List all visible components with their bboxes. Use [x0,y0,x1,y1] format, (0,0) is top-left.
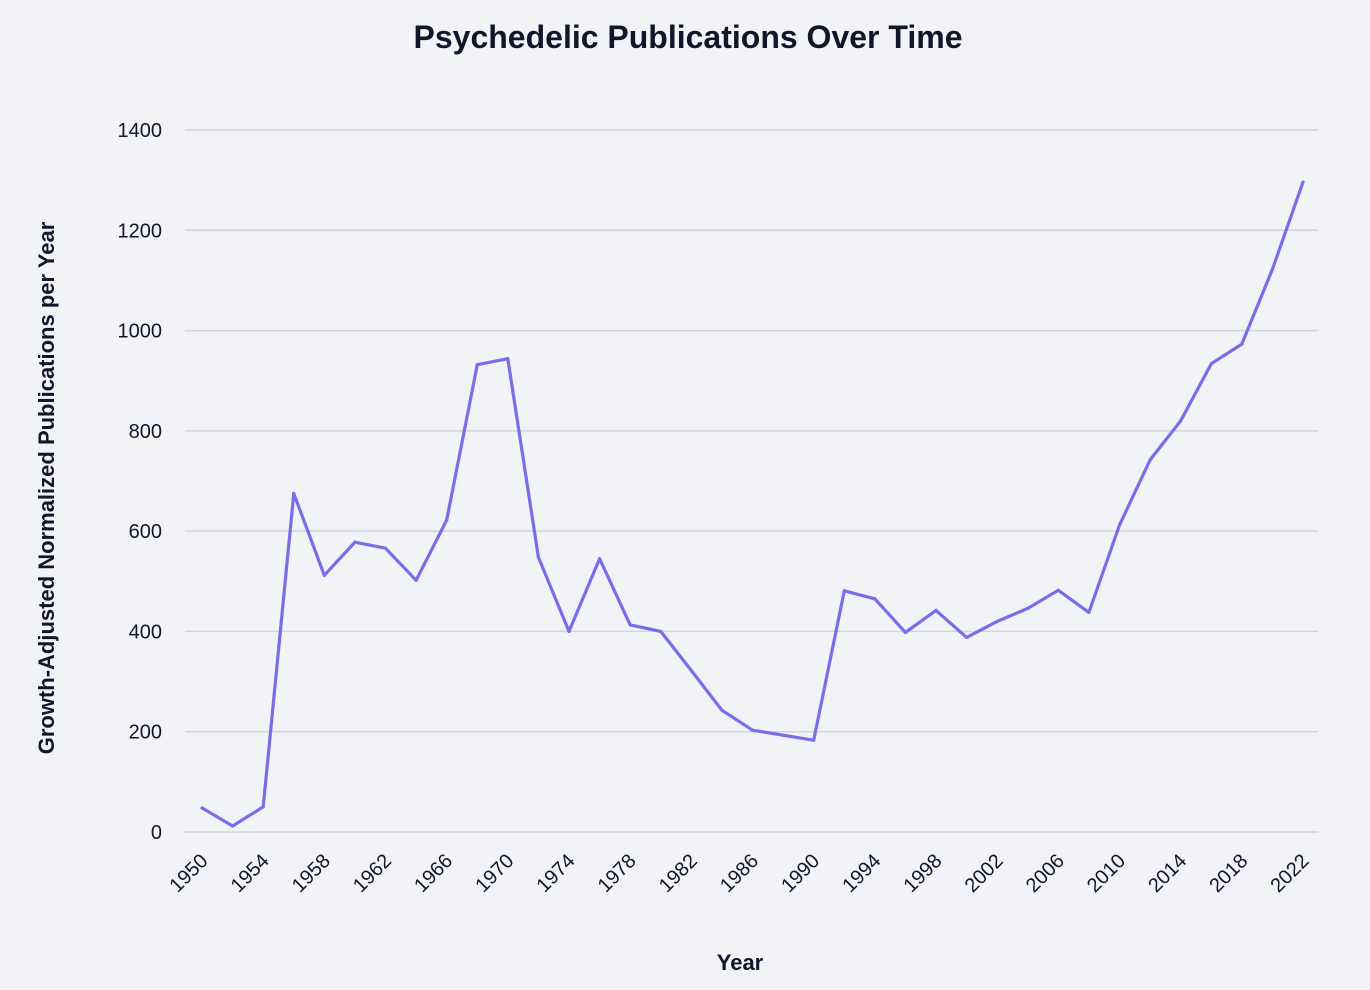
data-point-2002 [995,619,999,624]
data-point-1980 [659,629,663,634]
series-layer [200,180,1305,828]
data-point-2014 [1179,419,1183,423]
data-point-1988 [781,733,785,737]
x-tick-label: 1958 [288,850,335,897]
data-point-2004 [1026,606,1030,610]
data-point-1956 [292,491,296,496]
data-point-2008 [1087,610,1091,614]
x-tick-label: 1994 [838,850,885,897]
x-tick-label: 1998 [900,850,947,897]
x-tick-label: 1974 [533,850,580,897]
y-axis-title: Growth-Adjusted Normalized Publications … [34,221,59,754]
data-point-2012 [1148,458,1152,462]
x-tick-label: 2006 [1022,850,1069,897]
data-point-1958 [322,573,326,577]
data-point-2020 [1270,267,1275,271]
x-tick-label: 2010 [1083,850,1130,897]
x-tick-label: 1982 [655,850,702,897]
y-tick-label: 0 [151,822,162,844]
data-point-2018 [1240,342,1244,346]
x-axis-title: Year [717,950,764,975]
data-point-2016 [1209,362,1213,366]
data-point-1952 [230,824,235,828]
y-tick-label: 400 [129,621,162,643]
y-tick-label: 1000 [118,321,163,343]
data-point-2006 [1056,588,1060,592]
data-point-1954 [261,805,265,809]
x-tick-label: 1966 [410,850,457,897]
x-tick-label: 1970 [471,850,518,897]
data-point-1984 [720,708,724,712]
data-point-1972 [536,555,541,559]
data-point-1986 [750,728,755,732]
x-tick-label: 2014 [1144,850,1191,897]
y-tick-label: 1200 [118,220,163,242]
data-point-1960 [353,540,357,544]
x-tick-label: 1962 [349,850,396,897]
x-tick-label: 1950 [166,850,213,897]
chart-title: Psychedelic Publications Over Time [414,19,963,55]
data-point-1978 [628,623,632,627]
data-point-1974 [567,629,571,634]
data-point-1990 [812,738,816,742]
data-point-1976 [597,557,602,561]
data-point-1970 [506,357,510,361]
data-point-1998 [934,608,938,612]
data-point-1962 [383,546,388,550]
y-tick-label: 800 [129,421,162,443]
x-axis-ticks: 1950 1954 1958 1962 1966 1970 1974 1978 1982 1986… [166,850,1314,897]
x-tick-label: 2018 [1205,850,1252,897]
data-point-1994 [873,597,877,601]
x-tick-label: 1954 [227,850,274,897]
data-point-1950 [200,806,204,810]
y-axis-ticks: 0 200 400 600 800 1000 1200 1400 [118,120,163,844]
x-tick-label: 1978 [594,850,641,897]
x-tick-label: 2022 [1267,850,1314,897]
y-tick-label: 200 [129,722,162,744]
x-tick-label: 2002 [961,850,1008,897]
data-point-2022 [1301,180,1305,184]
data-point-1968 [475,363,479,367]
y-tick-label: 600 [129,521,162,543]
x-tick-label: 1986 [716,850,763,897]
data-point-1964 [414,578,418,582]
data-point-2010 [1117,523,1122,527]
data-point-2000 [964,635,969,640]
x-tick-label: 1990 [777,850,824,897]
data-point-1996 [903,630,908,635]
data-point-1982 [689,668,693,673]
y-tick-label: 1400 [118,120,163,142]
data-point-1966 [445,518,449,522]
data-point-1992 [842,589,846,593]
gridlines [185,129,1318,833]
